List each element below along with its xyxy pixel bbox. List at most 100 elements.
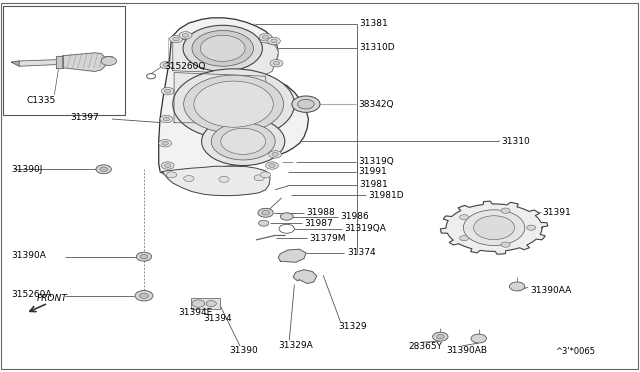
Text: 31381: 31381	[360, 19, 388, 28]
Polygon shape	[12, 61, 19, 66]
Text: 31391: 31391	[543, 208, 572, 217]
Text: 31310D: 31310D	[360, 43, 396, 52]
Bar	[191, 298, 220, 309]
Text: 31394E: 31394E	[178, 308, 212, 317]
Circle shape	[100, 167, 108, 171]
Circle shape	[164, 164, 171, 167]
Circle shape	[184, 176, 194, 182]
Circle shape	[163, 117, 170, 121]
Text: 31987: 31987	[305, 219, 333, 228]
Polygon shape	[278, 249, 306, 262]
Text: 31390A: 31390A	[12, 251, 46, 260]
Text: 315260Q: 315260Q	[164, 62, 205, 71]
Circle shape	[259, 220, 269, 226]
Polygon shape	[16, 57, 115, 66]
Circle shape	[298, 99, 314, 109]
Circle shape	[192, 31, 253, 66]
Polygon shape	[159, 18, 308, 174]
Circle shape	[164, 89, 171, 93]
Circle shape	[163, 63, 170, 67]
Circle shape	[259, 33, 272, 41]
Circle shape	[101, 57, 116, 65]
Polygon shape	[174, 73, 268, 123]
Circle shape	[273, 61, 280, 65]
Circle shape	[270, 60, 283, 67]
Circle shape	[173, 69, 294, 140]
Circle shape	[206, 301, 216, 307]
Text: 31397: 31397	[70, 113, 99, 122]
Circle shape	[280, 213, 293, 220]
Circle shape	[192, 300, 205, 307]
Circle shape	[160, 115, 173, 123]
Circle shape	[140, 254, 148, 259]
Text: 31991: 31991	[358, 167, 387, 176]
Circle shape	[161, 162, 174, 169]
Text: 31986: 31986	[340, 212, 369, 221]
Circle shape	[460, 235, 468, 241]
Text: 31988: 31988	[306, 208, 335, 217]
Circle shape	[460, 215, 468, 220]
Text: 31390J: 31390J	[12, 165, 43, 174]
Circle shape	[433, 332, 448, 341]
Circle shape	[262, 35, 269, 39]
Circle shape	[140, 293, 148, 298]
Polygon shape	[63, 53, 109, 71]
Circle shape	[501, 208, 510, 213]
Circle shape	[269, 164, 275, 167]
Text: 31379M: 31379M	[310, 234, 346, 243]
Polygon shape	[293, 270, 317, 283]
Text: 31981D: 31981D	[369, 191, 404, 200]
Circle shape	[160, 61, 173, 69]
Polygon shape	[160, 166, 270, 196]
Circle shape	[436, 334, 444, 339]
Bar	[3, 6, 125, 115]
Text: 31374: 31374	[347, 248, 376, 257]
Text: 31394: 31394	[204, 314, 232, 323]
Circle shape	[184, 75, 284, 133]
Circle shape	[269, 151, 282, 158]
Polygon shape	[173, 39, 278, 74]
Circle shape	[292, 96, 320, 112]
Circle shape	[474, 216, 515, 240]
Circle shape	[170, 35, 182, 43]
Circle shape	[162, 141, 168, 145]
Text: FRONT: FRONT	[37, 294, 68, 303]
Circle shape	[271, 39, 277, 43]
Circle shape	[183, 25, 262, 71]
Circle shape	[219, 176, 229, 182]
Circle shape	[96, 165, 111, 174]
Circle shape	[159, 140, 172, 147]
Text: 31329: 31329	[338, 322, 367, 331]
Circle shape	[463, 210, 525, 246]
Circle shape	[254, 175, 264, 181]
Circle shape	[272, 153, 278, 156]
Circle shape	[194, 81, 273, 127]
Text: 38342Q: 38342Q	[358, 100, 394, 109]
Text: 31390AA: 31390AA	[530, 286, 571, 295]
Circle shape	[501, 242, 510, 247]
Text: 31310: 31310	[501, 137, 530, 146]
Circle shape	[221, 128, 266, 154]
Polygon shape	[56, 56, 63, 68]
Text: C1335: C1335	[27, 96, 56, 105]
Circle shape	[179, 32, 192, 39]
Circle shape	[202, 117, 285, 166]
Circle shape	[266, 162, 278, 169]
Circle shape	[268, 37, 280, 45]
Text: 31981: 31981	[360, 180, 388, 189]
Circle shape	[211, 123, 275, 160]
Text: ^3'*0065: ^3'*0065	[556, 347, 595, 356]
Circle shape	[258, 208, 273, 217]
Circle shape	[182, 33, 189, 37]
Circle shape	[161, 87, 174, 95]
Polygon shape	[440, 201, 548, 254]
Text: 28365Y: 28365Y	[408, 342, 442, 351]
Text: 31390: 31390	[229, 346, 258, 355]
Circle shape	[527, 225, 536, 230]
Text: 31390AB: 31390AB	[447, 346, 488, 355]
Circle shape	[135, 291, 153, 301]
Text: 315260A: 315260A	[12, 290, 52, 299]
Text: 31319Q: 31319Q	[358, 157, 394, 166]
Circle shape	[173, 37, 179, 41]
Text: 31319QA: 31319QA	[344, 224, 386, 233]
